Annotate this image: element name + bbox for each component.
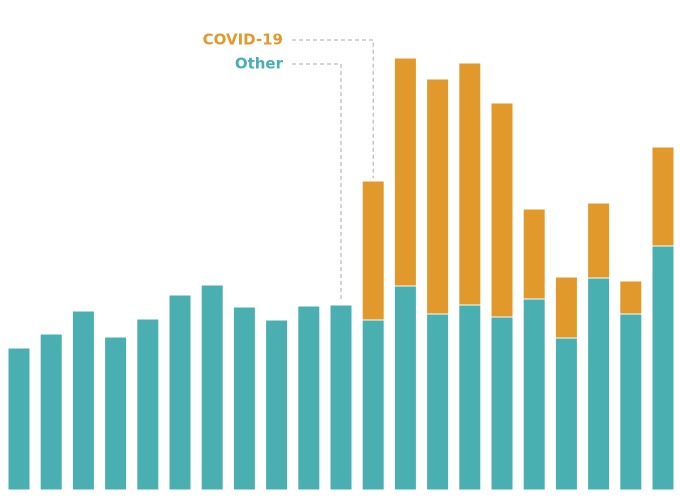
legend-label: COVID-19 bbox=[203, 31, 283, 49]
bar-segment bbox=[587, 277, 611, 491]
bar-segment bbox=[458, 304, 482, 491]
bar-segment bbox=[232, 306, 256, 491]
bar-segment bbox=[393, 285, 417, 491]
bar-segment bbox=[619, 280, 643, 315]
bar-segment bbox=[619, 313, 643, 491]
legend-label: Other bbox=[235, 55, 284, 73]
bar-segment bbox=[361, 180, 385, 321]
bar-segment bbox=[329, 304, 353, 491]
bar-segment bbox=[7, 347, 31, 491]
bar-segment bbox=[426, 78, 450, 315]
bar-segment bbox=[587, 202, 611, 279]
bar-segment bbox=[490, 102, 514, 318]
bar-segment bbox=[393, 57, 417, 287]
bar-segment bbox=[361, 319, 385, 491]
bar-segment bbox=[522, 298, 546, 491]
leader-line bbox=[292, 39, 374, 178]
bar-segment bbox=[651, 245, 675, 491]
bar-segment bbox=[265, 319, 289, 491]
bar-segment bbox=[39, 333, 63, 491]
bar-segment bbox=[136, 318, 160, 491]
bar-segment bbox=[168, 294, 192, 491]
bar-segment bbox=[554, 337, 578, 491]
bar-segment bbox=[104, 336, 128, 491]
bar-segment bbox=[297, 305, 321, 491]
leader-line bbox=[292, 63, 342, 302]
bar-segment bbox=[200, 284, 224, 491]
bar-segment bbox=[71, 310, 95, 491]
bar-segment bbox=[426, 313, 450, 491]
bar-segment bbox=[651, 146, 675, 247]
bar-segment bbox=[554, 276, 578, 339]
bar-segment bbox=[458, 62, 482, 306]
bar-segment bbox=[522, 208, 546, 300]
bar-segment bbox=[490, 316, 514, 491]
